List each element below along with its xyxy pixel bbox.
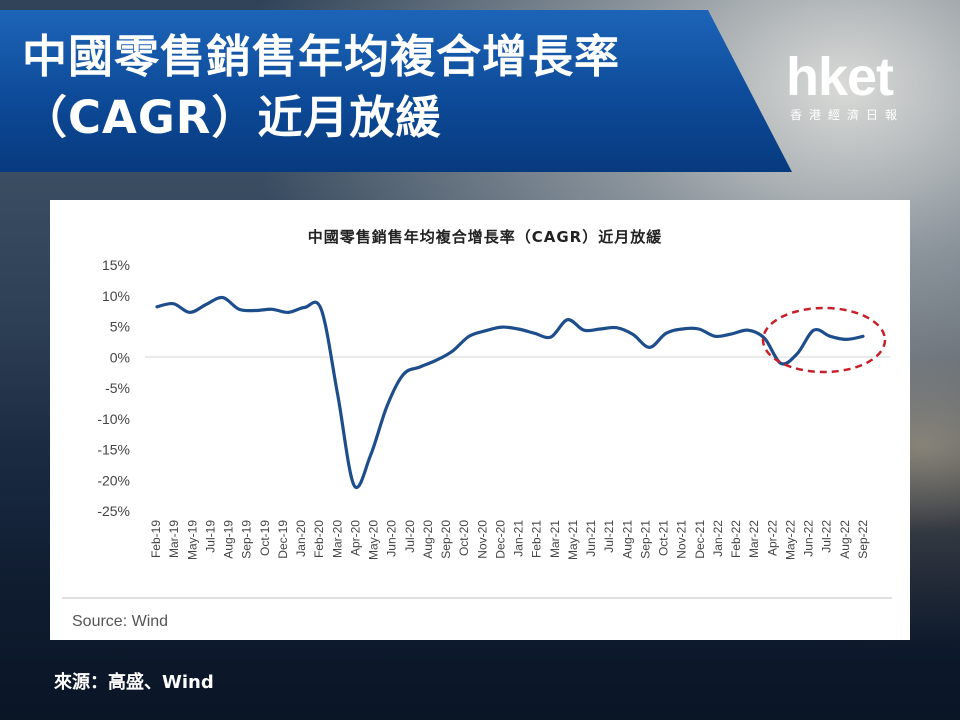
page-title: 中國零售銷售年均複合增長率 （CAGR）近月放緩 [22,26,762,148]
x-tick-label: Oct-19 [258,520,272,556]
series-line [155,295,865,489]
x-tick-label: May-19 [185,520,199,560]
x-tick-label: Mar-19 [167,520,181,558]
x-tick-label: Feb-21 [530,520,544,558]
x-tick-label: Sep-20 [439,520,453,559]
x-tick-label: May-20 [367,520,381,560]
chart-panel: 中國零售銷售年均複合增長率（CAGR）近月放緩 15% 10% 5% 0% -5% -10… [50,200,910,640]
y-tick-label: 0% [110,349,130,365]
x-tick-label: Mar-20 [330,520,344,558]
x-tick-label: Dec-20 [493,520,507,559]
footer-source: 來源：高盛、Wind [54,672,214,693]
x-tick-label: Feb-20 [312,520,326,558]
x-tick-label: Sep-19 [240,520,254,559]
x-tick-label: Jul-21 [602,520,616,553]
highlight-ellipse [761,306,887,374]
x-tick-label: Feb-22 [729,520,743,558]
x-axis: Feb-19 Mar-19 May-19 Jul-19 Aug-19 Sep-19 Oct-… [149,520,870,560]
x-tick-label: Sep-22 [856,520,870,559]
title-banner [0,10,792,172]
x-tick-label: Jun-22 [802,520,816,557]
x-tick-label: Jul-20 [403,520,417,553]
x-tick-label: Jul-19 [203,520,217,553]
x-tick-label: Dec-19 [276,520,290,559]
x-tick-label: Aug-21 [620,520,634,559]
y-tick-label: 5% [110,319,130,335]
logo-subtitle: 香港經濟日報 [790,108,905,122]
hket-logo: hket 香港經濟日報 [786,50,926,130]
chart-title: 中國零售銷售年均複合增長率（CAGR）近月放緩 [308,228,662,246]
x-tick-label: Sep-21 [638,520,652,559]
x-tick-label: Aug-20 [421,520,435,559]
x-tick-label: Jan-20 [294,520,308,557]
y-tick-label: -5% [105,380,130,396]
logo-wordmark: hket [786,47,894,107]
y-axis: 15% 10% 5% 0% -5% -10% -15% -20% -25% [97,257,130,519]
x-tick-label: Mar-21 [548,520,562,558]
y-tick-label: -10% [97,411,130,427]
x-tick-label: May-21 [566,520,580,560]
y-tick-label: 10% [102,288,130,304]
x-tick-label: Mar-22 [747,520,761,558]
x-tick-label: Jun-21 [584,520,598,557]
y-tick-label: 15% [102,257,130,273]
x-tick-label: Nov-21 [675,520,689,559]
x-tick-label: Jul-22 [820,520,834,553]
line-chart: 中國零售銷售年均複合增長率（CAGR）近月放緩 15% 10% 5% 0% -5% -10… [62,228,892,630]
y-tick-label: -25% [97,503,130,519]
x-tick-label: Feb-19 [149,520,163,558]
y-tick-label: -15% [97,442,130,458]
page-title-line1: 中國零售銷售年均複合增長率 [22,30,621,83]
chart-source-note: Source: Wind [72,613,168,630]
x-tick-label: Aug-19 [222,520,236,559]
x-tick-label: Apr-22 [765,520,779,556]
page-title-line2: （CAGR）近月放緩 [22,91,442,144]
x-tick-label: Oct-20 [457,520,471,556]
x-tick-label: Jan-22 [711,520,725,557]
x-tick-label: Jan-21 [512,520,526,557]
x-tick-label: Oct-21 [657,520,671,556]
y-tick-label: -20% [97,472,130,488]
x-tick-label: Aug-22 [838,520,852,559]
x-tick-label: Nov-20 [475,520,489,559]
x-tick-label: May-22 [783,520,797,560]
x-tick-label: Dec-21 [693,520,707,559]
x-tick-label: Jun-20 [385,520,399,557]
x-tick-label: Apr-20 [348,520,362,556]
